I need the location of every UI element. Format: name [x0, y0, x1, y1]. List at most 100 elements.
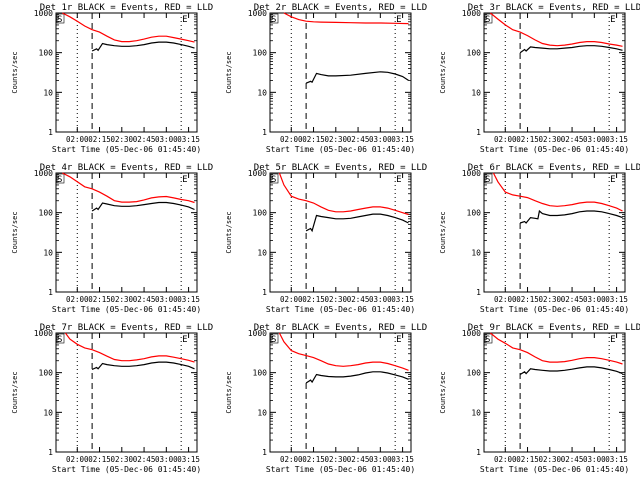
y-axis-label: Counts/sec	[225, 371, 233, 413]
end-marker: E	[610, 335, 615, 345]
panel-4: Det 4r BLACK = Events, RED = LLD Counts/s…	[11, 163, 213, 314]
x-tick-label: 02:45	[133, 135, 156, 144]
start-marker: S	[485, 175, 490, 185]
start-marker: S	[271, 175, 276, 185]
x-tick-label: 03:00	[583, 135, 606, 144]
y-tick-label: 100	[253, 209, 268, 218]
start-marker-box	[484, 333, 493, 344]
y-tick-label: 1000	[248, 9, 267, 18]
y-tick-label: 1000	[462, 169, 481, 178]
events-black-series	[91, 361, 195, 371]
lld-red-series	[490, 332, 623, 365]
y-tick-label: 100	[253, 49, 268, 58]
x-tick-label: 02:00	[494, 295, 517, 304]
y-tick-label: 10	[257, 88, 267, 97]
events-black-series	[305, 371, 409, 384]
x-tick-label: 02:30	[325, 135, 348, 144]
y-tick-label: 1000	[462, 329, 481, 338]
y-tick-label: 1	[48, 448, 53, 457]
x-tick-label: 02:15	[88, 135, 111, 144]
y-axis-label: Counts/sec	[439, 51, 447, 93]
x-tick-label: 03:00	[155, 455, 178, 464]
y-tick-label: 100	[39, 209, 54, 218]
y-axis-label: Counts/sec	[225, 51, 233, 93]
lld-red-series	[283, 12, 409, 25]
events-black-series	[91, 41, 195, 52]
panel-title: Det 4r BLACK = Events, RED = LLD	[40, 163, 213, 173]
x-axis-label: Start Time (05-Dec-06 01:45:40)	[480, 465, 629, 474]
panel-title: Det 9r BLACK = Events, RED = LLD	[468, 323, 640, 333]
y-tick-label: 1000	[34, 9, 53, 18]
start-marker-box	[270, 173, 279, 184]
x-axis-label: Start Time (05-Dec-06 01:45:40)	[52, 145, 201, 154]
lld-red-series	[278, 172, 409, 216]
x-tick-label: 02:00	[280, 295, 303, 304]
x-tick-label: 02:30	[539, 455, 562, 464]
end-marker: E	[182, 15, 187, 25]
y-tick-label: 100	[39, 49, 54, 58]
x-tick-label: 03:00	[155, 295, 178, 304]
y-tick-label: 1	[476, 128, 481, 137]
plot-frame	[55, 12, 198, 133]
panel-3: Det 3r BLACK = Events, RED = LLD Counts/s…	[439, 3, 640, 154]
y-axis-label: Counts/sec	[439, 371, 447, 413]
x-tick-label: 02:45	[133, 455, 156, 464]
x-tick-label: 02:45	[561, 295, 584, 304]
start-marker: S	[57, 335, 62, 345]
y-tick-label: 1	[476, 288, 481, 297]
y-tick-label: 10	[43, 248, 53, 257]
end-marker: E	[396, 15, 401, 25]
x-tick-label: 02:15	[516, 135, 539, 144]
events-black-series	[519, 366, 623, 376]
x-tick-label: 02:15	[516, 295, 539, 304]
x-tick-label: 02:45	[347, 455, 370, 464]
y-tick-label: 1	[48, 128, 53, 137]
x-tick-label: 03:15	[177, 135, 200, 144]
panel-title: Det 7r BLACK = Events, RED = LLD	[40, 323, 213, 333]
x-tick-label: 02:00	[66, 295, 89, 304]
lld-red-series	[62, 172, 195, 204]
x-tick-label: 02:00	[494, 455, 517, 464]
events-black-series	[91, 201, 195, 212]
start-marker: S	[271, 15, 276, 25]
panel-9: Det 9r BLACK = Events, RED = LLD Counts/s…	[439, 323, 640, 474]
x-axis-label: Start Time (05-Dec-06 01:45:40)	[266, 465, 415, 474]
x-tick-label: 02:15	[302, 135, 325, 144]
y-axis-label: Counts/sec	[11, 51, 19, 93]
plot-frame	[269, 172, 412, 293]
y-axis-label: Counts/sec	[11, 371, 19, 413]
lld-red-series	[490, 12, 623, 47]
panel-title: Det 3r BLACK = Events, RED = LLD	[468, 3, 640, 13]
x-tick-label: 03:15	[177, 455, 200, 464]
x-tick-label: 02:00	[66, 455, 89, 464]
start-marker-box	[484, 13, 493, 24]
x-tick-label: 02:15	[88, 455, 111, 464]
x-tick-label: 02:45	[347, 135, 370, 144]
y-tick-label: 1000	[248, 169, 267, 178]
panel-6: Det 6r BLACK = Events, RED = LLD Counts/s…	[439, 163, 640, 314]
x-tick-label: 02:45	[133, 295, 156, 304]
start-marker: S	[271, 335, 276, 345]
y-tick-label: 100	[467, 369, 482, 378]
x-tick-label: 03:00	[369, 135, 392, 144]
y-tick-label: 100	[253, 369, 268, 378]
x-axis-label: Start Time (05-Dec-06 01:45:40)	[480, 305, 629, 314]
x-tick-label: 02:45	[347, 295, 370, 304]
panel-1: Det 1r BLACK = Events, RED = LLD Counts/s…	[11, 3, 213, 154]
x-tick-label: 02:00	[280, 135, 303, 144]
start-marker: S	[57, 175, 62, 185]
x-tick-label: 03:15	[391, 135, 414, 144]
x-tick-label: 03:15	[605, 455, 628, 464]
x-tick-label: 02:30	[111, 455, 134, 464]
y-tick-label: 10	[471, 248, 481, 257]
x-tick-label: 02:30	[111, 135, 134, 144]
lld-red-series	[62, 12, 195, 43]
panel-title: Det 5r BLACK = Events, RED = LLD	[254, 163, 427, 173]
events-black-series	[305, 71, 409, 84]
y-tick-label: 10	[43, 88, 53, 97]
lld-red-series	[278, 332, 409, 371]
y-tick-label: 100	[467, 49, 482, 58]
events-black-series	[305, 213, 409, 233]
plot-frame	[483, 172, 626, 293]
start-marker: S	[485, 335, 490, 345]
